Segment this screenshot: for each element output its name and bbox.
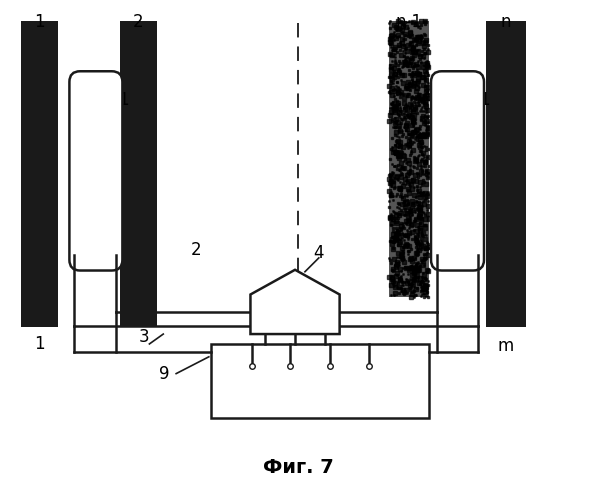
Bar	[211, 344, 429, 418]
FancyBboxPatch shape	[431, 72, 484, 270]
Polygon shape	[251, 270, 340, 334]
Text: 3: 3	[139, 328, 149, 346]
Text: 1: 1	[34, 335, 45, 353]
FancyBboxPatch shape	[69, 72, 122, 270]
Text: 1: 1	[118, 90, 128, 108]
Text: 1: 1	[34, 12, 45, 30]
Bar	[486, 20, 526, 327]
Text: 4: 4	[313, 244, 324, 262]
Text: 9: 9	[159, 364, 169, 382]
Bar	[119, 20, 158, 327]
Text: 2: 2	[190, 241, 201, 259]
Bar	[389, 20, 429, 297]
Text: n: n	[501, 12, 511, 30]
Text: m: m	[498, 337, 514, 355]
Text: Фиг. 7: Фиг. 7	[263, 458, 333, 477]
Bar	[21, 20, 59, 327]
Text: 2: 2	[133, 12, 144, 30]
Text: 1: 1	[479, 90, 490, 108]
Text: n-1: n-1	[395, 12, 423, 30]
